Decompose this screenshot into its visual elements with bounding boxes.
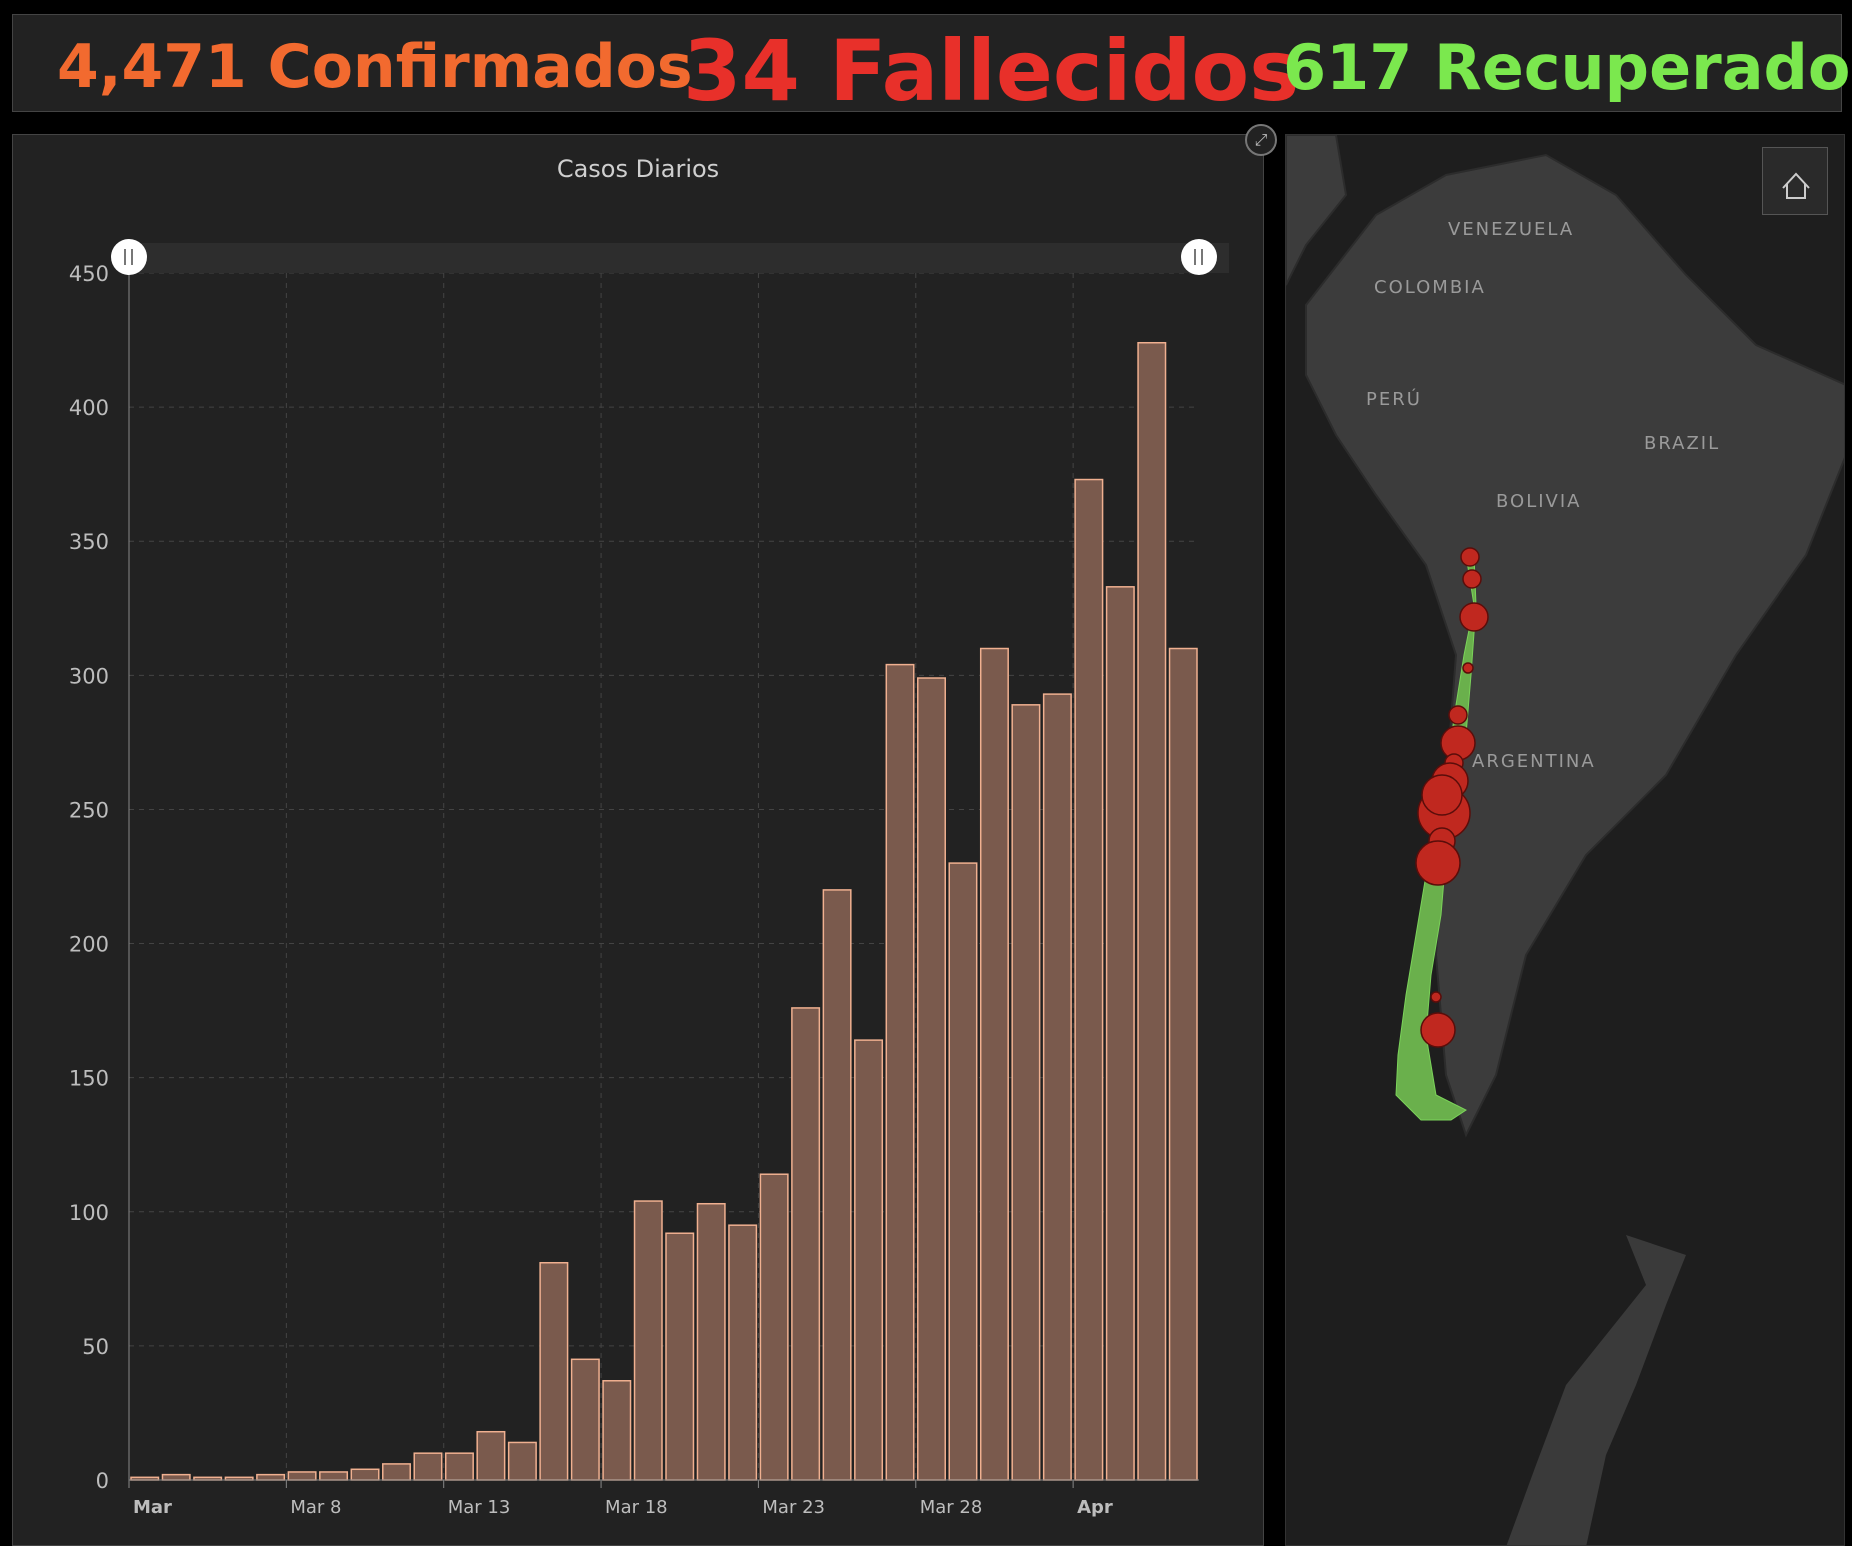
bar-mar-11[interactable] [382, 1463, 411, 1481]
y-tick-label: 100 [69, 1201, 109, 1225]
bar-mar-20[interactable] [665, 1232, 695, 1481]
x-tick-label: Mar 8 [290, 1497, 341, 1518]
y-tick-label: 350 [69, 530, 109, 554]
bar-mar-28[interactable] [917, 677, 946, 1481]
map-label-colombia: COLOMBIA [1374, 277, 1486, 298]
bar-mar-13[interactable] [444, 1452, 474, 1481]
map-label-venezuela: VENEZUELA [1448, 219, 1575, 240]
case-marker[interactable] [1459, 602, 1489, 632]
bar-mar-17[interactable] [570, 1358, 600, 1481]
bar-mar-4[interactable] [161, 1473, 191, 1481]
confirmed-count: 4,471 Confirmados [57, 32, 693, 102]
expand-button[interactable]: ⤢ [1245, 124, 1277, 156]
bar-mar-9[interactable] [319, 1471, 349, 1481]
range-slider-right-handle[interactable] [1181, 239, 1217, 275]
bar-mar-22[interactable] [728, 1224, 758, 1481]
bar-mar-16[interactable] [539, 1261, 569, 1481]
bar-apr-1[interactable] [1042, 693, 1072, 1481]
bar-mar-12[interactable] [413, 1452, 443, 1481]
home-icon [1782, 172, 1810, 199]
case-marker[interactable] [1415, 840, 1461, 886]
x-tick-label: Mar [133, 1497, 172, 1518]
bar-apr-5[interactable] [1168, 647, 1198, 1481]
bar-apr-4[interactable] [1137, 341, 1167, 1481]
deaths-count: 34 Fallecidos [683, 22, 1300, 120]
range-slider-left-handle[interactable] [111, 239, 147, 275]
case-marker[interactable] [1421, 774, 1463, 816]
y-tick-label: 300 [69, 664, 109, 688]
case-marker[interactable] [1462, 662, 1474, 674]
case-marker[interactable] [1462, 569, 1482, 589]
daily-cases-chart: 0 50 100 150 200 250 300 350 400 450 Mar Mar 8 Mar 1… [69, 155, 1229, 1518]
x-tick-label: Mar 18 [605, 1497, 668, 1518]
bar-mar-10[interactable] [350, 1468, 380, 1481]
y-tick-label: 450 [69, 262, 109, 286]
y-tick-label: 200 [69, 933, 109, 957]
case-marker[interactable] [1460, 547, 1480, 567]
map-label-bolivia: BOLIVIA [1496, 491, 1582, 512]
bar-mar-27[interactable] [885, 663, 915, 1481]
bar-apr-2[interactable] [1074, 478, 1104, 1481]
case-marker[interactable] [1448, 705, 1468, 725]
bar-apr-3[interactable] [1105, 586, 1135, 1481]
bar-mar-18[interactable] [602, 1380, 632, 1481]
y-tick-label: 150 [69, 1067, 109, 1091]
bar-mar-8[interactable] [287, 1471, 317, 1481]
x-tick-label: Mar 13 [448, 1497, 511, 1518]
chart-title: Casos Diarios [557, 155, 719, 183]
stats-bar: 4,471 Confirmados 34 Fallecidos 617 Recu… [12, 14, 1852, 120]
y-tick-label: 50 [82, 1335, 109, 1359]
map-panel[interactable]: VENEZUELA COLOMBIA PERÚ BRAZIL BOLIVIA A… [1285, 134, 1845, 1546]
case-marker[interactable] [1420, 1012, 1456, 1048]
bar-mar-23[interactable] [759, 1173, 789, 1481]
south-america-landmass [1286, 135, 1844, 1138]
map-label-brazil: BRAZIL [1644, 433, 1721, 454]
y-tick-label: 400 [69, 396, 109, 420]
bar-mar-30[interactable] [979, 647, 1009, 1481]
range-slider-track[interactable] [129, 243, 1229, 273]
y-tick-label: 0 [96, 1469, 109, 1493]
bar-mar-24[interactable] [791, 1007, 821, 1481]
map-label-peru: PERÚ [1366, 389, 1422, 410]
home-button[interactable] [1762, 147, 1828, 215]
bar-mar-7[interactable] [256, 1473, 286, 1481]
x-tick-label: Mar 28 [920, 1497, 983, 1518]
recovered-count: 617 Recuperados [1283, 31, 1852, 104]
map-canvas[interactable] [1286, 135, 1845, 1546]
y-tick-label: 250 [69, 798, 109, 822]
case-marker[interactable] [1430, 991, 1442, 1003]
map-label-argentina: ARGENTINA [1472, 751, 1596, 772]
bar-mar-14[interactable] [476, 1430, 506, 1481]
bar-mar-15[interactable] [507, 1441, 537, 1481]
bar-mar-19[interactable] [633, 1200, 663, 1481]
bar-mar-26[interactable] [854, 1039, 884, 1481]
x-tick-label: Apr [1077, 1497, 1113, 1518]
bar-mar-31[interactable] [1011, 704, 1041, 1481]
bar-mar-29[interactable] [948, 862, 978, 1481]
x-tick-label: Mar 23 [762, 1497, 825, 1518]
bar-mar-25[interactable] [822, 889, 852, 1481]
expand-icon: ⤢ [1254, 130, 1268, 149]
bar-mar-21[interactable] [696, 1202, 726, 1481]
daily-cases-chart-panel: 0 50 100 150 200 250 300 350 400 450 Mar Mar 8 Mar 1… [12, 134, 1264, 1546]
antarctic-peninsula [1506, 1235, 1686, 1545]
